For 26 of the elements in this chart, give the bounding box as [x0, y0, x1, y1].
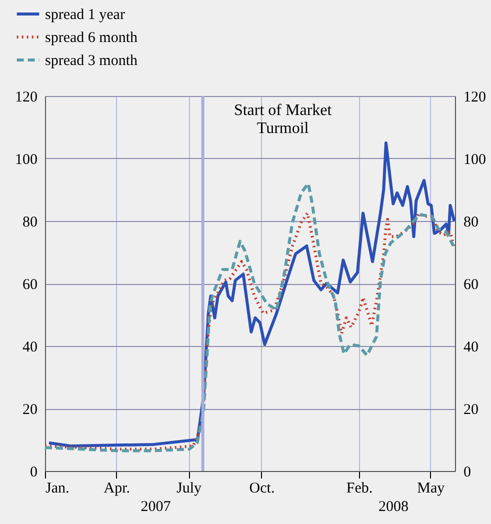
y-tick-label: 80 — [22, 214, 38, 230]
y2-tick-label: 20 — [464, 402, 478, 418]
y-tick-label: 60 — [22, 277, 38, 293]
x-tick-label: July — [176, 480, 202, 496]
legend-label: spread 3 month — [45, 53, 138, 69]
legend-label: spread 1 year — [45, 7, 125, 23]
y2-tick-label: 0 — [464, 464, 471, 480]
ref-line-label: Start of Market Turmoil — [234, 102, 332, 137]
x-tick-label: Feb. — [346, 480, 373, 496]
text: 2007 — [140, 499, 172, 515]
text: 2008 — [378, 499, 408, 515]
legend-label: spread 6 month — [45, 30, 138, 46]
y-tick-label: 40 — [22, 340, 38, 356]
x-tick-label: Jan. — [46, 480, 70, 496]
y-tick-label: 0 — [30, 464, 38, 480]
y2-tick-label: 40 — [464, 340, 478, 356]
y-tick-label: 20 — [22, 402, 38, 418]
y2-tick-label: 100 — [464, 152, 486, 168]
y-tick-label: 100 — [15, 152, 38, 168]
y2-tick-label: 120 — [464, 90, 486, 106]
x-tick-label: May — [417, 480, 446, 496]
x-tick-label: Apr. — [104, 480, 130, 496]
x-tick-label: Oct. — [249, 480, 275, 496]
y2-tick-label: 60 — [464, 277, 478, 293]
y-tick-label: 120 — [15, 90, 38, 106]
y2-tick-label: 80 — [464, 214, 478, 230]
